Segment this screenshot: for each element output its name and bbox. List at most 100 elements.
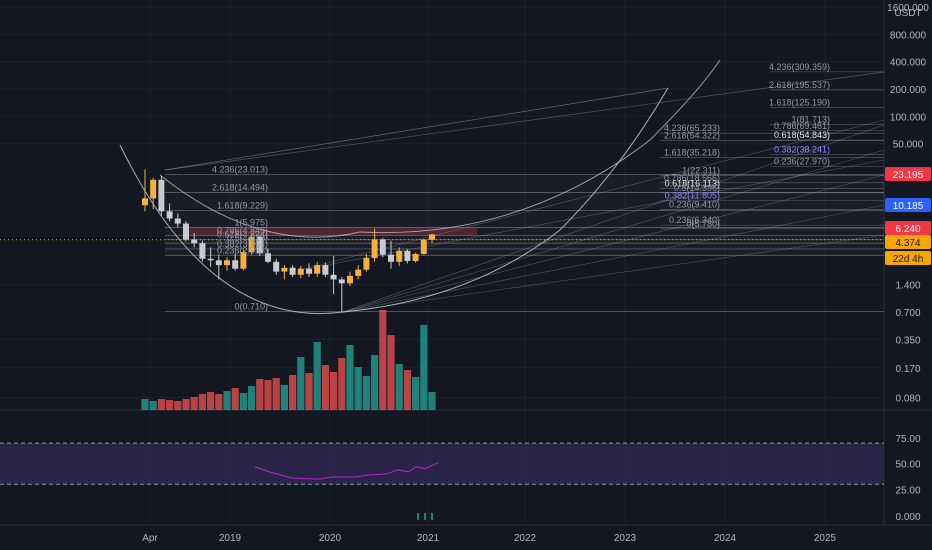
volume-bar — [420, 325, 428, 410]
candle-body — [232, 260, 239, 269]
candle-body — [199, 243, 206, 259]
fib-level-label: 1(81.713) — [791, 114, 830, 124]
rsi-pane[interactable] — [0, 442, 884, 520]
volume-bar — [272, 378, 280, 410]
time-tick-label: 2025 — [814, 533, 837, 544]
inner-arc — [159, 59, 721, 238]
candle-body — [265, 253, 271, 262]
fan-line — [342, 174, 885, 313]
price-tag-label: 4.374 — [895, 238, 920, 249]
time-tick-label: 2023 — [614, 533, 637, 544]
rsi-tick-label: 25.00 — [895, 485, 920, 496]
volume-bar — [166, 400, 174, 410]
fan-line — [342, 204, 885, 313]
price-tick-label: 0.080 — [895, 394, 920, 405]
volume-bar — [387, 335, 395, 410]
volume-bar — [223, 391, 231, 410]
candle-body — [412, 253, 419, 262]
candle-body — [215, 260, 222, 266]
volume-bar — [289, 375, 297, 410]
fan-line — [164, 87, 669, 171]
cup-arc — [119, 87, 669, 314]
fib-level-label: 0.236(9.410) — [669, 200, 720, 210]
volume-bar — [239, 393, 247, 410]
volume-bar — [354, 367, 362, 410]
time-tick-label: 2022 — [514, 533, 537, 544]
price-tag-box — [885, 251, 931, 265]
rsi-tick-label: 75.00 — [895, 434, 920, 445]
price-tag-label: 6.240 — [895, 224, 920, 235]
price-tag-label: 10.185 — [893, 201, 924, 212]
volume-bar — [198, 394, 206, 410]
rsi-tick-label: 50.00 — [895, 460, 920, 471]
rsi-band — [0, 443, 884, 485]
volume-bar — [313, 342, 321, 410]
candle-body — [338, 279, 345, 284]
candle-body — [142, 198, 148, 206]
volume-bar — [174, 401, 182, 410]
fib-level-label: 0.382(3.464) — [217, 239, 268, 249]
volume-bar — [403, 370, 411, 410]
time-tick-label: 2021 — [417, 533, 440, 544]
candle-body — [420, 239, 427, 254]
candle-body — [174, 218, 181, 224]
volume-bar — [371, 355, 379, 410]
candle-body — [371, 239, 378, 259]
price-tick-label: 800.000 — [890, 30, 927, 41]
fan-line — [299, 119, 885, 271]
candle-body — [404, 250, 411, 262]
price-tags: 23.195 10.185 6.240 4.374 22d 4h — [885, 167, 931, 265]
price-tick-label: 200.000 — [890, 85, 927, 96]
volume-bar — [330, 372, 338, 410]
rsi-tick-label: 0.000 — [895, 512, 920, 523]
volume-bars — [141, 310, 436, 410]
currency-label: USDT — [894, 8, 921, 19]
chart-grid — [0, 0, 932, 526]
candle-body — [322, 265, 329, 275]
candle-body — [330, 274, 337, 280]
fib-level-label: 4.236(23.013) — [212, 164, 268, 174]
price-tag-box — [885, 221, 931, 235]
price-tick-label: 0.700 — [895, 308, 920, 319]
fib-level-label: 2.618(195.537) — [769, 80, 830, 90]
candle-body — [289, 267, 296, 275]
time-tick-label: 2020 — [319, 533, 342, 544]
candle-body — [355, 269, 362, 276]
candle-body — [191, 239, 198, 244]
candle-body — [297, 268, 304, 275]
candle-body — [388, 254, 394, 262]
candle-body — [429, 234, 435, 240]
candle-body — [396, 250, 403, 262]
volume-bar — [305, 373, 313, 410]
candlestick-series[interactable] — [142, 169, 435, 312]
volume-bar — [338, 358, 346, 410]
candle-body — [224, 260, 230, 266]
fibonacci-labels: 4.236(23.013) 2.618(14.494) 1.618(9.229) 1(… — [212, 62, 830, 312]
volume-bar — [141, 399, 149, 410]
fib-level-label: 2.618(14.494) — [212, 183, 268, 193]
candle-body — [240, 252, 247, 269]
fib-level-label: 0.618(4.394) — [217, 230, 268, 240]
fib-level-label: 0(5.780) — [686, 219, 720, 229]
volume-bar — [362, 376, 370, 410]
price-tick-label: 1600.000 — [887, 3, 929, 14]
volume-bar — [297, 357, 305, 410]
volume-bar — [346, 345, 354, 410]
fib-level-label: 0.236(27.970) — [774, 157, 830, 167]
candle-body — [248, 236, 255, 253]
fib-level-label: 0.786(18.566) — [664, 173, 720, 183]
price-tick-label: 50.000 — [893, 140, 924, 151]
fib-level-label: 0.236(2.953) — [217, 245, 268, 255]
price-tag-label: 23.195 — [893, 170, 924, 181]
fib-level-label: 0.5(14.396) — [674, 183, 720, 193]
time-axis[interactable]: Apr 2019 2020 2021 2022 2023 2024 2025 — [142, 533, 836, 544]
fib-level-label: 0.618(16.113) — [665, 178, 720, 188]
fib-level-label: 0.5(4.019) — [227, 233, 268, 243]
candle-body — [150, 179, 157, 199]
fib-level-label: 1(22.311) — [682, 166, 720, 176]
time-tick-label: Apr — [142, 533, 158, 544]
volume-bar — [256, 379, 264, 410]
fan-line — [342, 124, 885, 313]
